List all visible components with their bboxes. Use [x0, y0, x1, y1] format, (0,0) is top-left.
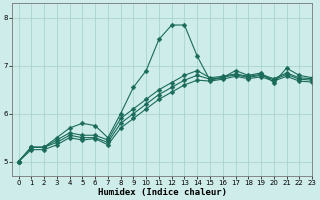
X-axis label: Humidex (Indice chaleur): Humidex (Indice chaleur)	[98, 188, 227, 197]
